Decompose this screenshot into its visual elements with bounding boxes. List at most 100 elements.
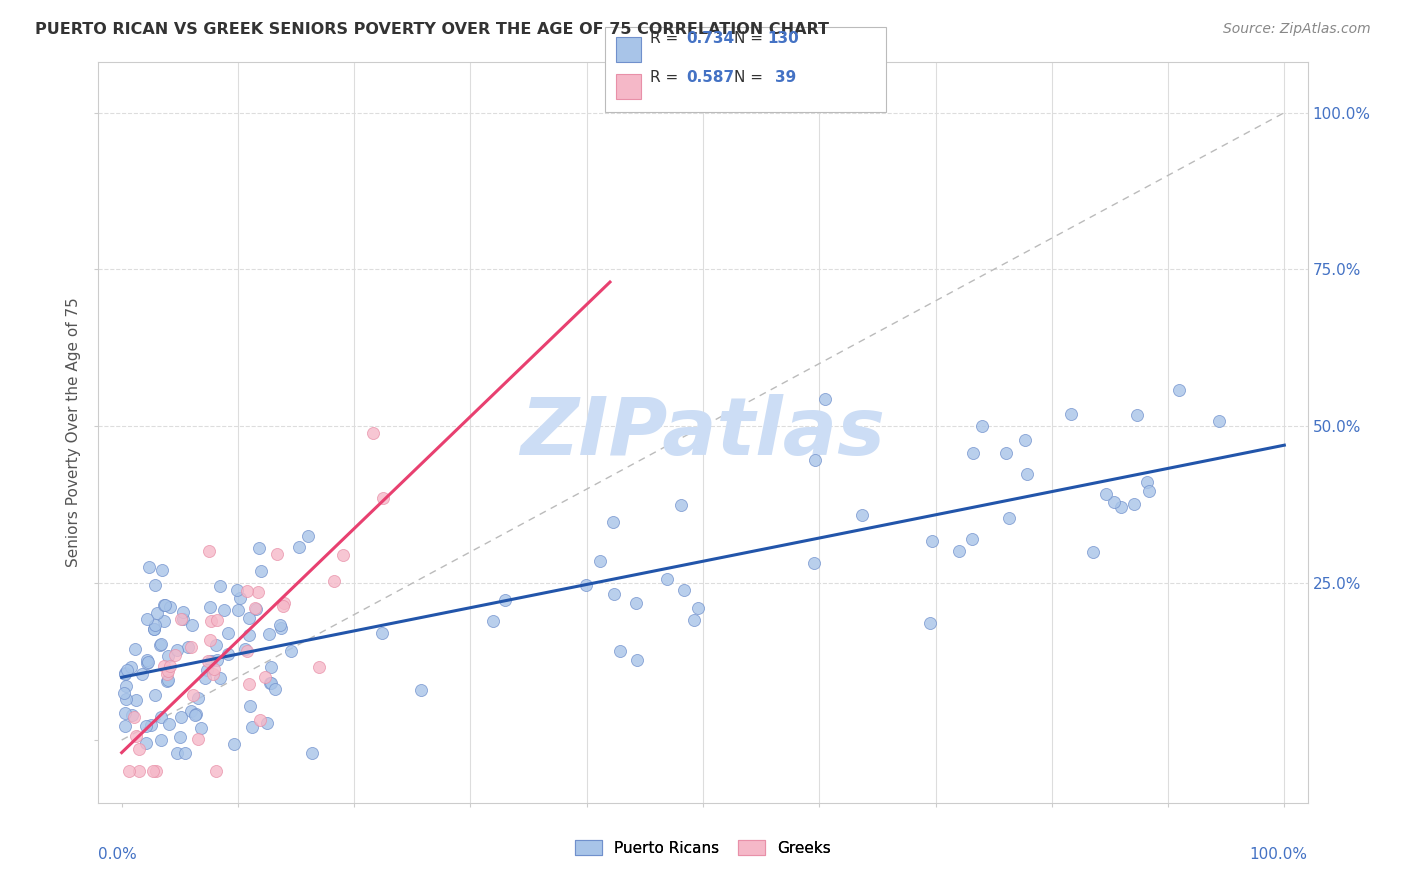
Point [217, 647, 239, 661]
Point [115, 679, 138, 693]
Point [142, 764, 165, 779]
Point [124, 729, 146, 743]
Point [198, 544, 221, 558]
Y-axis label: Seniors Poverty Over the Age of 75: Seniors Poverty Over the Age of 75 [66, 298, 82, 567]
Point [152, 563, 174, 577]
Point [150, 710, 173, 724]
Point [1017, 467, 1039, 482]
Point [205, 653, 228, 667]
Point [142, 622, 165, 636]
Point [200, 654, 222, 668]
Point [972, 419, 994, 434]
Point [156, 673, 179, 687]
Point [156, 667, 179, 681]
Point [198, 599, 221, 614]
Point [245, 601, 267, 615]
Point [184, 706, 207, 721]
Point [602, 515, 624, 529]
Point [200, 615, 222, 629]
Point [166, 643, 188, 657]
Point [1095, 487, 1118, 501]
Point [172, 605, 194, 619]
Point [180, 618, 202, 632]
Point [150, 732, 173, 747]
Point [183, 688, 205, 702]
Point [1168, 383, 1191, 397]
Point [155, 598, 177, 612]
Point [152, 659, 174, 673]
Point [494, 592, 516, 607]
Point [409, 683, 432, 698]
Point [671, 499, 693, 513]
Point [273, 596, 295, 610]
Text: 0.0%: 0.0% [98, 847, 138, 863]
Text: R =: R = [650, 31, 683, 45]
Point [603, 587, 626, 601]
Point [202, 662, 225, 676]
Point [169, 730, 191, 744]
Point [143, 688, 166, 702]
Point [1137, 483, 1160, 498]
Point [114, 666, 136, 681]
Point [166, 746, 188, 760]
Point [114, 691, 136, 706]
Point [264, 681, 287, 696]
Point [114, 719, 136, 733]
Point [575, 578, 598, 592]
Point [962, 533, 984, 547]
Point [157, 664, 180, 678]
Point [482, 614, 505, 628]
Point [157, 716, 180, 731]
Point [170, 710, 193, 724]
Point [626, 652, 648, 666]
Point [114, 706, 136, 721]
Point [995, 445, 1018, 459]
Text: 130: 130 [768, 31, 800, 45]
Point [143, 622, 166, 636]
Text: 100.0%: 100.0% [1250, 847, 1308, 863]
Point [238, 676, 260, 690]
Point [124, 710, 146, 724]
Point [288, 540, 311, 554]
Point [371, 626, 394, 640]
Legend: Puerto Ricans, Greeks: Puerto Ricans, Greeks [568, 834, 838, 862]
Text: PUERTO RICAN VS GREEK SENIORS POVERTY OVER THE AGE OF 75 CORRELATION CHART: PUERTO RICAN VS GREEK SENIORS POVERTY OV… [35, 22, 830, 37]
Point [259, 675, 281, 690]
Point [187, 732, 209, 747]
Point [332, 548, 354, 562]
Point [180, 704, 202, 718]
Point [249, 713, 271, 727]
Point [238, 628, 260, 642]
Point [588, 554, 610, 568]
Text: ZIPatlas: ZIPatlas [520, 393, 886, 472]
Point [243, 601, 266, 615]
Point [124, 642, 146, 657]
Point [180, 640, 202, 654]
Point [143, 578, 166, 592]
Point [138, 559, 160, 574]
Point [269, 618, 291, 632]
Point [256, 715, 278, 730]
Point [204, 638, 226, 652]
Point [152, 615, 174, 629]
Point [233, 641, 256, 656]
Point [125, 693, 148, 707]
Text: N =: N = [734, 31, 768, 45]
Point [170, 612, 193, 626]
Point [921, 534, 943, 549]
Point [149, 639, 172, 653]
Point [121, 708, 143, 723]
Point [146, 606, 169, 620]
Point [212, 603, 235, 617]
Point [851, 508, 873, 522]
Point [1081, 545, 1104, 559]
Point [152, 598, 174, 612]
Point [114, 666, 136, 681]
Point [205, 764, 228, 779]
Point [270, 621, 292, 635]
Point [688, 600, 710, 615]
Point [626, 596, 648, 610]
Point [236, 584, 259, 599]
Point [157, 649, 180, 664]
Point [150, 637, 173, 651]
